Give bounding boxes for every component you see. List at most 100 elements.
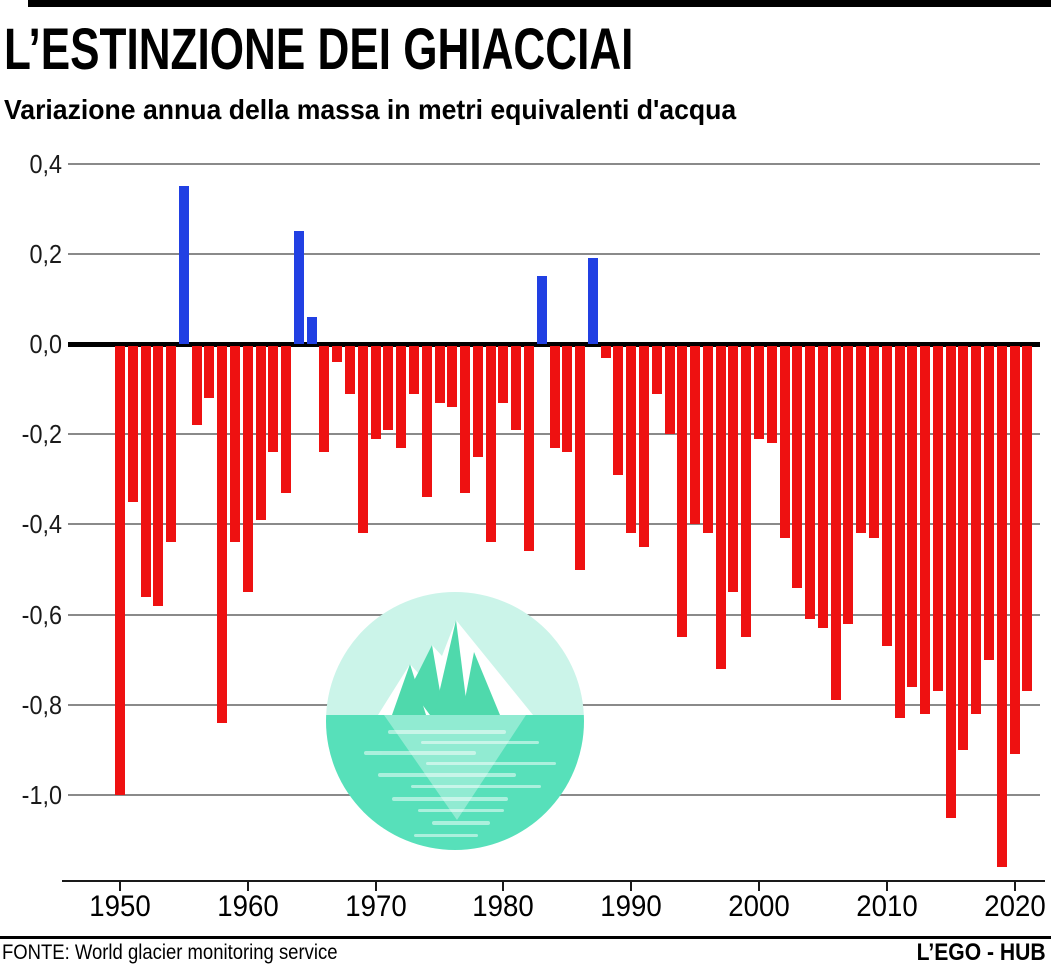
bar-2017: [971, 346, 981, 714]
bar-1998: [728, 346, 738, 592]
bar-1967: [332, 346, 342, 362]
bar-1970: [371, 346, 381, 439]
bar-1986: [575, 346, 585, 570]
bar-2011: [895, 346, 905, 718]
bar-2000: [754, 346, 764, 439]
bar-1961: [256, 346, 266, 520]
source-note: FONTE: World glacier monitoring service: [2, 941, 338, 964]
bar-1950: [115, 346, 125, 795]
bar-1977: [460, 346, 470, 493]
bar-1962: [268, 346, 278, 452]
top-accent-bar: [28, 0, 1051, 7]
bar-2002: [780, 346, 790, 538]
y-tick-label: 0,2: [29, 239, 63, 269]
x-tick-label-2010: 2010: [856, 890, 918, 923]
bar-1959: [230, 346, 240, 542]
x-axis-line: [62, 880, 1045, 882]
water-streaks: [364, 730, 556, 837]
bar-1978: [473, 346, 483, 457]
bar-1983: [537, 276, 547, 344]
bar-2016: [958, 346, 968, 750]
x-tick: [502, 880, 504, 891]
x-tick: [758, 880, 760, 891]
bar-2003: [792, 346, 802, 588]
bar-1996: [703, 346, 713, 533]
bar-1982: [524, 346, 534, 551]
bar-1974: [422, 346, 432, 497]
bar-1953: [153, 346, 163, 606]
bar-2009: [869, 346, 879, 538]
bar-1954: [166, 346, 176, 542]
bar-1964: [294, 231, 304, 344]
gridline--0,4: [68, 523, 1040, 525]
bar-2004: [805, 346, 815, 619]
iceberg-facet-left: [392, 664, 426, 715]
bar-2012: [907, 346, 917, 687]
zero-line: [68, 342, 1040, 347]
bar-1994: [677, 346, 687, 637]
bar-1956: [192, 346, 202, 425]
bar-1995: [690, 346, 700, 524]
page-title: L’ESTINZIONE DEI GHIACCIAI: [4, 17, 634, 82]
bar-1980: [498, 346, 508, 403]
bar-1973: [409, 346, 419, 394]
bar-2018: [984, 346, 994, 660]
bar-1991: [639, 346, 649, 547]
x-tick: [886, 880, 888, 891]
bar-1984: [550, 346, 560, 448]
bar-1979: [486, 346, 496, 542]
y-tick-label: -1,0: [21, 780, 62, 810]
gridline-0,4: [68, 163, 1040, 165]
iceberg-facet-mid: [410, 645, 444, 715]
x-tick-label-2000: 2000: [728, 890, 790, 923]
iceberg-facet-right: [462, 652, 500, 715]
page-subtitle: Variazione annua della massa in metri eq…: [4, 94, 737, 125]
bar-1975: [435, 346, 445, 403]
x-tick: [1014, 880, 1016, 891]
x-tick-label-1970: 1970: [345, 890, 407, 923]
bar-2010: [882, 346, 892, 646]
y-tick-label: -0,2: [21, 419, 62, 449]
x-tick-label-1980: 1980: [472, 890, 534, 923]
iceberg-illustration: [326, 592, 584, 850]
bar-1976: [447, 346, 457, 407]
bar-1988: [601, 346, 611, 358]
bar-1987: [588, 258, 598, 344]
bar-1955: [179, 186, 189, 344]
bar-1969: [358, 346, 368, 533]
y-tick-label: -0,8: [21, 690, 62, 720]
bar-2006: [831, 346, 841, 700]
y-tick-label: -0,6: [21, 600, 62, 630]
bar-1951: [128, 346, 138, 502]
bar-2019: [997, 346, 1007, 867]
bar-2008: [856, 346, 866, 533]
bar-1989: [613, 346, 623, 475]
bar-1957: [204, 346, 214, 398]
footer-divider: [0, 936, 1051, 939]
bar-2015: [946, 346, 956, 818]
x-tick-label-2020: 2020: [984, 890, 1046, 923]
bar-2007: [843, 346, 853, 624]
bar-1993: [665, 346, 675, 434]
bar-1960: [243, 346, 253, 592]
x-tick: [630, 880, 632, 891]
bar-1958: [217, 346, 227, 723]
y-tick-label: 0,4: [29, 149, 63, 179]
bar-1981: [511, 346, 521, 430]
bar-2005: [818, 346, 828, 628]
bar-1963: [281, 346, 291, 493]
x-tick: [247, 880, 249, 891]
x-tick-label-1990: 1990: [600, 890, 662, 923]
bar-2020: [1010, 346, 1020, 754]
bar-1985: [562, 346, 572, 452]
y-tick-label: -0,4: [21, 509, 62, 539]
bar-2014: [933, 346, 943, 691]
bar-1971: [383, 346, 393, 430]
bar-1965: [307, 317, 317, 344]
bar-1992: [652, 346, 662, 394]
bar-1968: [345, 346, 355, 394]
bar-1972: [396, 346, 406, 448]
bar-1952: [141, 346, 151, 597]
bar-1966: [319, 346, 329, 452]
